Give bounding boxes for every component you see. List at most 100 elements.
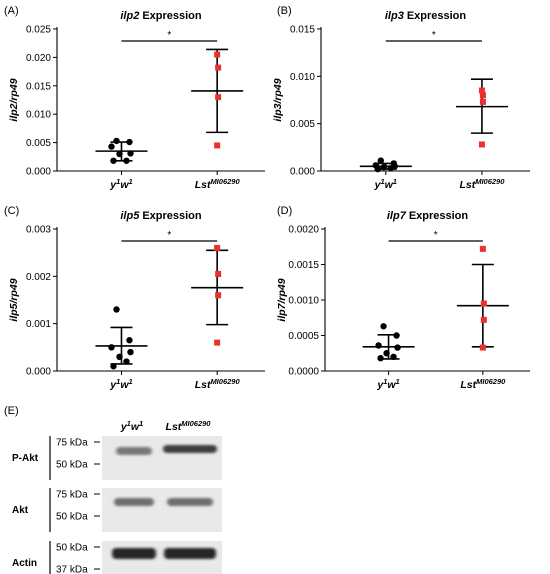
blot-membrane bbox=[102, 488, 222, 532]
data-point bbox=[375, 342, 382, 349]
data-point bbox=[390, 353, 397, 360]
panel-b: (B) ilp3 Expression 0.000 0.005 0.010 0.015 ilp… bbox=[272, 5, 530, 191]
x-category-label: y1w1 bbox=[109, 377, 132, 392]
data-point bbox=[113, 306, 120, 313]
data-point bbox=[214, 244, 221, 251]
expression-panels: (A) ilp2 Expression 0.000 0.005 0.010 0.015 0.0… bbox=[4, 5, 530, 391]
lane-label: LstMI06290 bbox=[166, 419, 212, 434]
data-point bbox=[383, 350, 390, 357]
kda-marker-label: 37 kDa bbox=[56, 565, 88, 574]
x-category-label: LstMI06290 bbox=[459, 177, 505, 192]
series-y1w1: y1w1 bbox=[362, 323, 415, 391]
blot-band bbox=[114, 498, 154, 506]
y-tick-label: 0.0000 bbox=[288, 367, 319, 378]
blot-band bbox=[167, 498, 213, 506]
data-point bbox=[215, 64, 222, 71]
data-point bbox=[127, 150, 134, 157]
data-point bbox=[479, 98, 486, 105]
data-point bbox=[214, 339, 221, 346]
kda-marker-label: 75 kDa bbox=[56, 490, 88, 501]
y-tick-label: 0.010 bbox=[290, 72, 315, 83]
series-lstmi06290: LstMI06290 bbox=[191, 244, 244, 392]
y-tick-label: 0.015 bbox=[26, 81, 51, 92]
data-point bbox=[116, 353, 123, 360]
panel-label: (B) bbox=[277, 5, 292, 17]
series-lstmi06290: LstMI06290 bbox=[455, 78, 508, 192]
data-point bbox=[387, 164, 394, 172]
kda-marker-label: 50 kDa bbox=[56, 512, 88, 523]
x-category-label: LstMI06290 bbox=[460, 377, 506, 392]
data-point bbox=[127, 348, 134, 356]
y-tick-label: 0.003 bbox=[26, 225, 51, 236]
data-point bbox=[479, 92, 486, 99]
series-y1w1: y1w1 bbox=[95, 137, 148, 192]
y-tick-label: 0.000 bbox=[290, 167, 315, 178]
data-point bbox=[110, 157, 117, 164]
data-point bbox=[214, 142, 221, 149]
y-tick-label: 0.020 bbox=[26, 53, 51, 64]
y-tick-label: 0.0010 bbox=[288, 296, 319, 307]
data-point bbox=[380, 164, 387, 171]
data-point bbox=[479, 344, 486, 351]
y-tick-label: 0.001 bbox=[26, 319, 51, 330]
data-point bbox=[116, 150, 123, 158]
y-tick-label: 0.010 bbox=[26, 110, 51, 121]
panel-a: (A) ilp2 Expression 0.000 0.005 0.010 0.015 0.0… bbox=[4, 5, 265, 191]
data-point bbox=[393, 332, 400, 339]
panel-d: (D) ilp7 Expression 0.0000 0.0005 0.0010 0.001… bbox=[276, 205, 530, 391]
x-category-label: LstMI06290 bbox=[195, 377, 241, 392]
data-point bbox=[123, 358, 130, 365]
y-tick-label: 0.0015 bbox=[288, 260, 319, 271]
series-y1w1: y1w1 bbox=[359, 157, 412, 191]
kda-marker-label: 50 kDa bbox=[56, 460, 88, 471]
blot-row-label: Actin bbox=[12, 558, 37, 569]
data-point bbox=[215, 292, 222, 299]
western-blot-panel: (E) y1w1 LstMI06290 P-Akt 75 kDa 50 kDa Akt 75 … bbox=[4, 405, 222, 574]
data-point bbox=[374, 165, 381, 173]
data-point bbox=[394, 344, 401, 351]
data-point bbox=[214, 51, 221, 58]
blot-row-p-akt: P-Akt 75 kDa 50 kDa bbox=[12, 436, 222, 480]
data-point bbox=[478, 141, 485, 148]
chart-title: ilp3 Expression bbox=[385, 10, 467, 22]
significance-star: * bbox=[167, 30, 171, 41]
x-category-label: y1w1 bbox=[109, 177, 132, 192]
data-point bbox=[113, 137, 120, 145]
chart-title: ilp5 Expression bbox=[120, 210, 202, 222]
panel-label: (D) bbox=[277, 205, 292, 217]
panel-label: (C) bbox=[4, 205, 19, 217]
panel-label: (E) bbox=[4, 405, 19, 417]
data-point bbox=[377, 157, 384, 164]
data-point bbox=[110, 363, 117, 370]
data-point bbox=[377, 355, 384, 362]
y-axis-label: ilp2/rp49 bbox=[8, 78, 20, 121]
y-tick-label: 0.000 bbox=[26, 167, 51, 178]
series-lstmi06290: LstMI06290 bbox=[191, 48, 244, 192]
significance-star: * bbox=[434, 230, 438, 241]
data-point bbox=[108, 143, 115, 150]
x-category-label: LstMI06290 bbox=[195, 177, 241, 192]
blot-band bbox=[163, 445, 217, 453]
chart-title: ilp7 Expression bbox=[387, 210, 469, 222]
y-tick-label: 0.015 bbox=[290, 25, 315, 36]
blot-row-actin: Actin 50 kDa 37 kDa bbox=[12, 541, 222, 574]
panel-label: (A) bbox=[4, 5, 19, 17]
y-tick-label: 0.025 bbox=[26, 25, 51, 36]
blot-membrane bbox=[102, 436, 222, 480]
data-point bbox=[108, 344, 115, 351]
kda-marker-label: 75 kDa bbox=[56, 438, 88, 449]
series-lstmi06290: LstMI06290 bbox=[456, 245, 509, 392]
significance-star: * bbox=[432, 30, 436, 41]
lane-label: y1w1 bbox=[120, 419, 143, 434]
y-axis-label: ilp5/rp49 bbox=[8, 278, 20, 321]
data-point bbox=[480, 300, 487, 307]
data-point bbox=[126, 138, 133, 146]
data-point bbox=[480, 316, 487, 323]
y-tick-label: 0.000 bbox=[26, 367, 51, 378]
kda-marker-label: 50 kDa bbox=[56, 543, 88, 554]
y-tick-label: 0.0005 bbox=[288, 331, 319, 342]
y-tick-label: 0.005 bbox=[26, 138, 51, 149]
blot-band bbox=[112, 548, 156, 559]
data-point bbox=[380, 323, 387, 330]
